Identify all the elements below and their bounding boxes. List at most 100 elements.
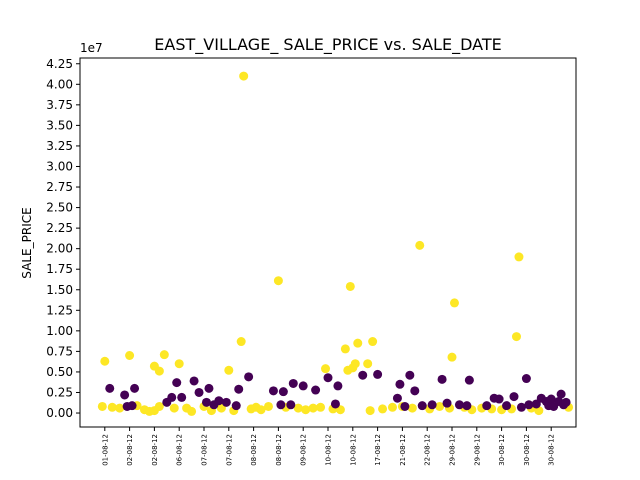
scatter-point — [105, 383, 115, 393]
x-tick-label: 07-08-12 — [201, 434, 209, 466]
scatter-point — [159, 350, 169, 360]
scatter-point — [187, 406, 197, 416]
y-tick-label: 3.00 — [46, 159, 73, 173]
x-tick-label: 06-08-12 — [176, 434, 184, 466]
scatter-point — [130, 383, 140, 393]
scatter-point — [221, 397, 231, 407]
scatter-point — [363, 359, 373, 369]
scatter-point — [437, 374, 447, 384]
plot-frame — [79, 57, 577, 428]
scatter-point — [107, 402, 117, 412]
scatter-point — [263, 401, 273, 411]
scatter-point — [268, 386, 278, 396]
scatter-point — [509, 392, 519, 402]
scatter-point — [321, 364, 331, 374]
y-tick-label: 0.25 — [46, 385, 73, 399]
y-tick-label: 2.00 — [46, 242, 73, 256]
scatter-point — [395, 379, 405, 389]
scatter-point — [97, 401, 107, 411]
scatter-point — [417, 401, 427, 411]
y-tick-label: 2.75 — [46, 180, 73, 194]
scatter-point — [278, 387, 288, 397]
scatter-point — [373, 369, 383, 379]
scatter-point — [378, 404, 388, 414]
x-tick-label: 17-08-12 — [374, 434, 382, 466]
scatter-point — [127, 401, 137, 411]
scatter-point — [244, 372, 254, 382]
scatter-point — [236, 337, 246, 347]
x-tick-label: 21-08-12 — [399, 434, 407, 466]
scatter-point — [100, 356, 110, 366]
x-tick-label: 02-08-12 — [151, 434, 159, 466]
y-tick-label: 2.50 — [46, 201, 73, 215]
y-tick-label: 1.75 — [46, 262, 73, 276]
x-tick-label: 10-08-12 — [325, 434, 333, 466]
scatter-point — [410, 386, 420, 396]
scatter-point — [194, 387, 204, 397]
scatter-point — [405, 370, 415, 380]
scatter-point — [167, 392, 177, 402]
scatter-point — [511, 332, 521, 342]
scatter-point — [169, 403, 179, 413]
x-tick-label: 09-08-12 — [300, 434, 308, 466]
y-tick-label: 1.25 — [46, 303, 73, 317]
scatter-point — [273, 276, 283, 286]
scatter-point — [516, 402, 526, 412]
scatter-point — [464, 375, 474, 385]
scatter-point — [400, 401, 410, 411]
scatter-point — [502, 401, 512, 411]
scatter-point — [293, 403, 303, 413]
x-tick-label: 29-08-12 — [449, 434, 457, 466]
y-tick-label: 1.50 — [46, 283, 73, 297]
scatter-point — [301, 405, 311, 415]
data-points — [97, 71, 574, 416]
scatter-point — [358, 370, 368, 380]
scatter-point — [387, 402, 397, 412]
x-tick-label: 07-08-12 — [225, 434, 233, 466]
scatter-point — [323, 373, 333, 383]
scatter-point — [521, 374, 531, 384]
scatter-point — [276, 400, 286, 410]
scatter-point — [189, 376, 199, 386]
x-tick-label: 10-08-12 — [349, 434, 357, 466]
scatter-point — [125, 351, 135, 361]
y-tick-label: 2.25 — [46, 221, 73, 235]
y-tick-label: 3.75 — [46, 98, 73, 112]
axis-ticks: 0.00 0.25 0.50 0.75 1.00 1.25 1.50 1.75 2.00 2.25… — [46, 57, 555, 466]
scatter-point — [449, 298, 459, 308]
scatter-point — [368, 337, 378, 347]
x-tick-label: 30-08-12 — [523, 434, 531, 466]
scatter-point — [234, 384, 244, 394]
x-tick-label: 02-08-12 — [126, 434, 134, 466]
scatter-point — [454, 400, 464, 410]
scatter-point — [546, 394, 556, 404]
scatter-point — [256, 405, 266, 415]
scatter-point — [298, 381, 308, 391]
scatter-point — [407, 403, 417, 413]
scatter-point — [330, 399, 340, 409]
scatter-point — [435, 401, 445, 411]
scatter-point — [494, 394, 504, 404]
scatter-point — [120, 390, 130, 400]
scatter-point — [316, 402, 326, 412]
x-tick-label: 30-08-12 — [498, 434, 506, 466]
y-tick-label: 4.00 — [46, 77, 73, 91]
scatter-point — [311, 385, 321, 395]
y-tick-label: 3.50 — [46, 118, 73, 132]
x-tick-label: 29-08-12 — [473, 434, 481, 466]
scatter-point — [365, 406, 375, 416]
x-tick-label: 08-08-12 — [275, 434, 283, 466]
y-axis-offset-label: 1e7 — [80, 41, 103, 55]
scatter-point — [462, 401, 472, 411]
y-tick-label: 0.75 — [46, 344, 73, 358]
scatter-point — [172, 378, 182, 388]
x-tick-label: 22-08-12 — [424, 434, 432, 466]
y-tick-label: 4.25 — [46, 57, 73, 71]
chart-title: EAST_VILLAGE_ SALE_PRICE vs. SALE_DATE — [154, 35, 501, 55]
scatter-point — [333, 381, 343, 391]
y-tick-label: 0.50 — [46, 365, 73, 379]
scatter-point — [154, 366, 164, 376]
x-tick-label: 01-08-12 — [101, 434, 109, 466]
scatter-point — [556, 389, 566, 399]
y-axis-label: SALE_PRICE — [20, 207, 34, 278]
